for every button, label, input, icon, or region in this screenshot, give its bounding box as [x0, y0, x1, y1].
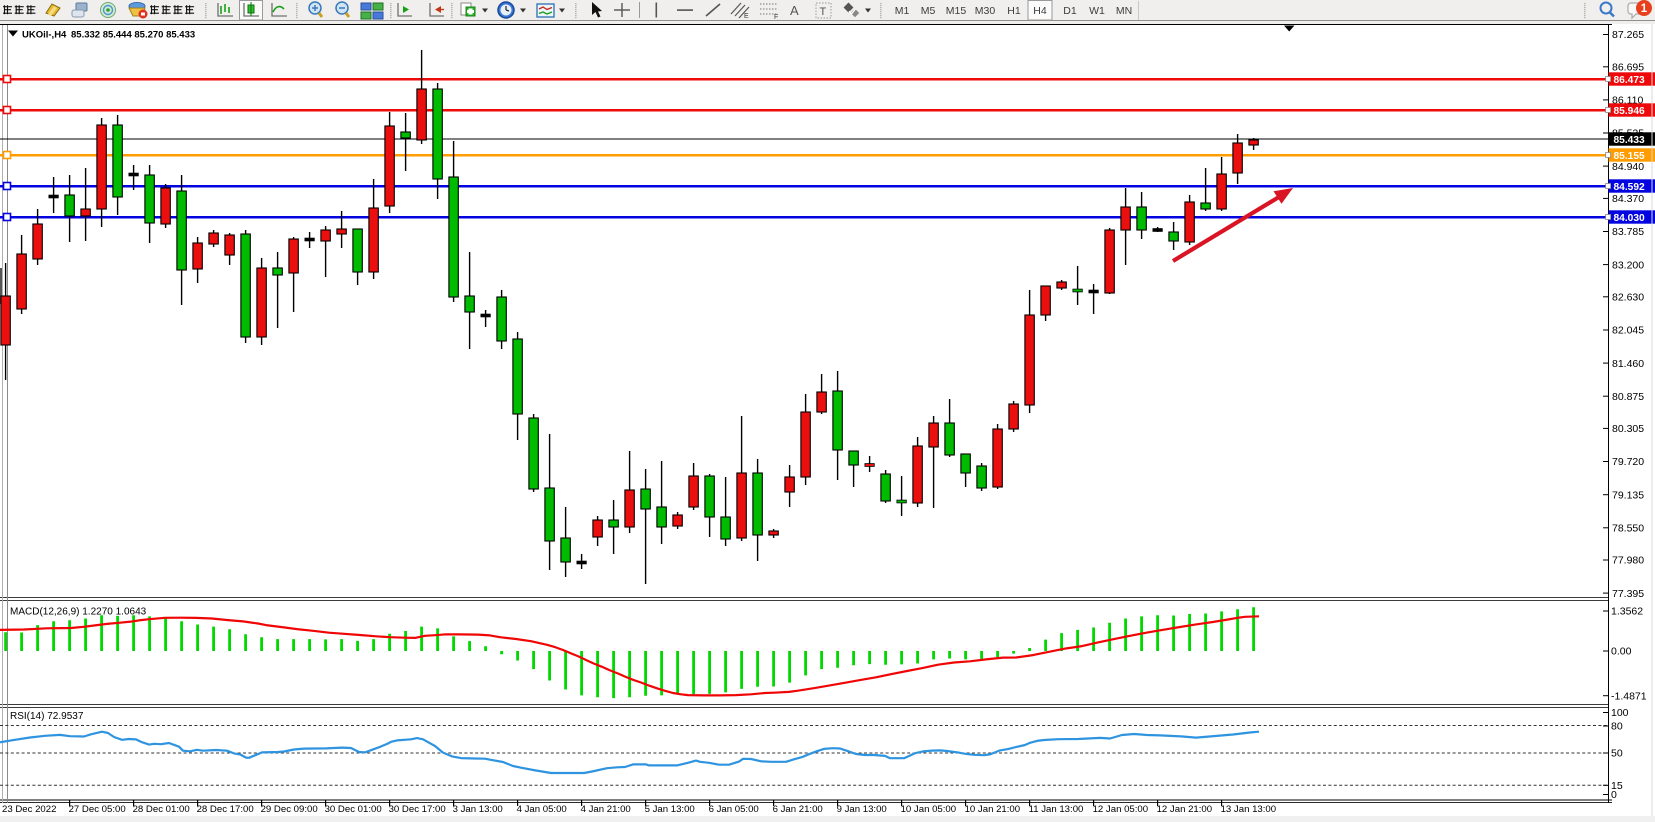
svg-text:81.460: 81.460 — [1612, 358, 1644, 370]
svg-text:28 Dec 01:00: 28 Dec 01:00 — [133, 804, 190, 815]
svg-text:50: 50 — [1611, 748, 1623, 760]
svg-text:M5: M5 — [921, 5, 936, 17]
svg-text:86.695: 86.695 — [1612, 62, 1644, 74]
svg-text:85.946: 85.946 — [1614, 106, 1645, 117]
svg-text:85.433: 85.433 — [1614, 135, 1645, 146]
svg-text:84.940: 84.940 — [1612, 161, 1644, 173]
svg-text:1: 1 — [1641, 3, 1648, 15]
svg-text:30 Dec 01:00: 30 Dec 01:00 — [325, 804, 382, 815]
svg-text:MACD(12,26,9) 1.2270 1.0643: MACD(12,26,9) 1.2270 1.0643 — [10, 607, 147, 618]
svg-text:0.00: 0.00 — [1611, 646, 1632, 658]
svg-text:M15: M15 — [946, 5, 967, 17]
svg-text:85.332 85.444 85.270 85.433: 85.332 85.444 85.270 85.433 — [71, 30, 195, 41]
svg-text:15: 15 — [1611, 780, 1623, 792]
svg-text:27 Dec 05:00: 27 Dec 05:00 — [69, 804, 126, 815]
svg-text:100: 100 — [1611, 707, 1629, 719]
svg-text:11 Jan 13:00: 11 Jan 13:00 — [1029, 804, 1084, 815]
svg-text:12 Jan 05:00: 12 Jan 05:00 — [1093, 804, 1148, 815]
svg-text:12 Jan 21:00: 12 Jan 21:00 — [1157, 804, 1212, 815]
svg-text:5 Jan 13:00: 5 Jan 13:00 — [645, 804, 695, 815]
svg-text:84.030: 84.030 — [1614, 213, 1645, 224]
svg-text:0: 0 — [1611, 789, 1617, 801]
svg-text:28 Dec 17:00: 28 Dec 17:00 — [197, 804, 254, 815]
svg-text:79.720: 79.720 — [1612, 456, 1644, 468]
svg-text:78.550: 78.550 — [1612, 523, 1644, 535]
svg-text:82.045: 82.045 — [1612, 325, 1644, 337]
svg-text:6 Jan 05:00: 6 Jan 05:00 — [709, 804, 759, 815]
svg-text:87.265: 87.265 — [1612, 29, 1644, 41]
svg-text:83.200: 83.200 — [1612, 259, 1644, 271]
svg-text:13 Jan 13:00: 13 Jan 13:00 — [1221, 804, 1276, 815]
svg-text:1.3562: 1.3562 — [1611, 606, 1643, 618]
svg-text:30 Dec 17:00: 30 Dec 17:00 — [389, 804, 446, 815]
svg-text:3 Jan 13:00: 3 Jan 13:00 — [453, 804, 503, 815]
svg-text:M1: M1 — [895, 5, 910, 17]
svg-text:84.592: 84.592 — [1614, 182, 1645, 193]
svg-text:4 Jan 05:00: 4 Jan 05:00 — [517, 804, 567, 815]
svg-text:W1: W1 — [1089, 5, 1105, 17]
svg-text:84.370: 84.370 — [1612, 193, 1644, 205]
svg-text:82.630: 82.630 — [1612, 292, 1644, 304]
svg-text:83.785: 83.785 — [1612, 226, 1644, 238]
svg-text:H4: H4 — [1033, 5, 1047, 17]
svg-text:RSI(14) 72.9537: RSI(14) 72.9537 — [10, 711, 84, 722]
svg-text:4 Jan 21:00: 4 Jan 21:00 — [581, 804, 631, 815]
svg-text:80: 80 — [1611, 721, 1623, 733]
svg-text:A: A — [790, 3, 799, 18]
svg-text:F: F — [774, 14, 778, 21]
svg-text:85.155: 85.155 — [1614, 151, 1645, 162]
svg-text:80.875: 80.875 — [1612, 391, 1644, 403]
svg-text:D1: D1 — [1063, 5, 1077, 17]
svg-text:10 Jan 05:00: 10 Jan 05:00 — [901, 804, 956, 815]
svg-text:H1: H1 — [1007, 5, 1021, 17]
svg-text:77.395: 77.395 — [1612, 588, 1644, 600]
svg-text:29 Dec 09:00: 29 Dec 09:00 — [261, 804, 318, 815]
svg-text:MN: MN — [1116, 5, 1132, 17]
svg-text:9 Jan 13:00: 9 Jan 13:00 — [837, 804, 887, 815]
svg-text:79.135: 79.135 — [1612, 489, 1644, 501]
svg-text:80.305: 80.305 — [1612, 423, 1644, 435]
svg-text:10 Jan 21:00: 10 Jan 21:00 — [965, 804, 1020, 815]
svg-text:23 Dec 2022: 23 Dec 2022 — [2, 804, 56, 815]
svg-text:T: T — [820, 6, 827, 18]
svg-text:6 Jan 21:00: 6 Jan 21:00 — [773, 804, 823, 815]
svg-text:M30: M30 — [975, 5, 996, 17]
svg-text:77.980: 77.980 — [1612, 555, 1644, 567]
svg-text:UKOil-,H4: UKOil-,H4 — [22, 30, 67, 41]
svg-text:E: E — [744, 13, 749, 20]
svg-text:86.473: 86.473 — [1614, 75, 1645, 86]
svg-text:-1.4871: -1.4871 — [1611, 690, 1647, 702]
